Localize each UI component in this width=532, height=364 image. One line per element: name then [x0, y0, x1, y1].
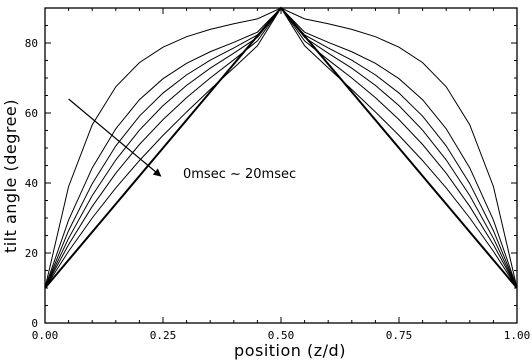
x-axis-label: position (z/d): [234, 341, 346, 360]
x-tick-label: 0.50: [268, 329, 295, 342]
y-tick-label: 20: [25, 247, 38, 260]
series-line-1: [44, 7, 518, 289]
y-tick-label: 60: [25, 107, 38, 120]
axes-layer: [44, 7, 518, 324]
series-line-3: [44, 7, 518, 289]
x-tick-label: 0.00: [32, 329, 59, 342]
annotation-arrow: [68, 98, 162, 177]
y-tick-label: 40: [25, 177, 38, 190]
labels-layer: 0.00 0.25 0.50 0.75 1.00 0 20 40 60 80: [25, 37, 531, 342]
y-tick-label: 80: [25, 37, 38, 50]
series-line-0: [44, 6, 518, 289]
plot-frame: [44, 7, 518, 324]
y-axis-label: tilt angle (degree): [1, 99, 20, 253]
x-tick-label: 1.00: [504, 329, 531, 342]
x-tick-label: 0.25: [150, 329, 177, 342]
y-tick-label: 0: [31, 317, 38, 330]
x-tick-label: 0.75: [386, 329, 413, 342]
series-line-5: [44, 7, 518, 289]
series-line-2: [44, 7, 518, 289]
annotation-label: 0msec ~ 20msec: [183, 167, 296, 182]
series-line-6: [44, 7, 518, 289]
series-line-4: [44, 7, 518, 289]
series-layer: [44, 6, 518, 289]
